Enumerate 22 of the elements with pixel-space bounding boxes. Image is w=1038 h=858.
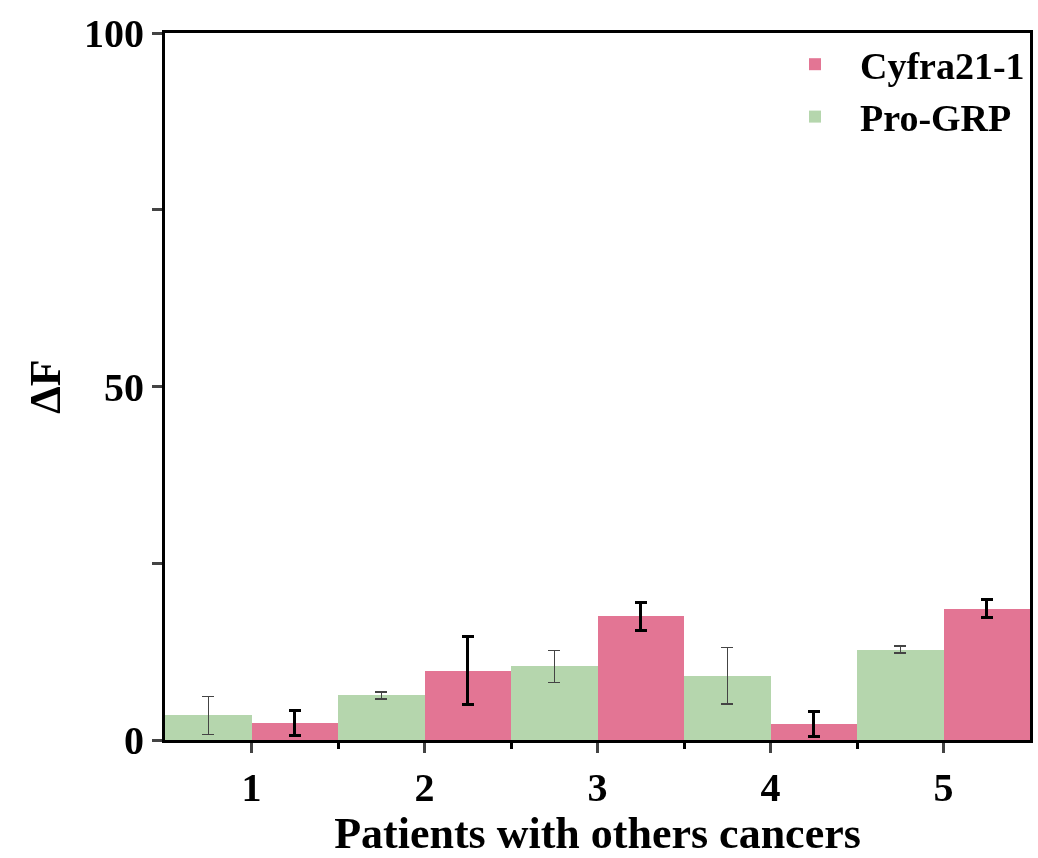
legend-label: Cyfra21-1: [860, 45, 1025, 88]
bar: [857, 650, 944, 740]
x-tick-label: 1: [241, 765, 262, 810]
y-tick-label: 0: [124, 718, 144, 763]
bar: [252, 723, 338, 740]
bar: [944, 609, 1030, 740]
y-tick-label: 100: [84, 11, 144, 56]
bar: [338, 695, 425, 740]
x-axis-title: Patients with others cancers: [334, 809, 861, 858]
x-tick-label: 4: [760, 765, 781, 810]
x-tick-label: 2: [414, 765, 435, 810]
x-tick-label: 3: [587, 765, 608, 810]
bar: [771, 724, 857, 740]
bar: [511, 666, 598, 740]
x-tick-label: 5: [933, 765, 954, 810]
bar: [684, 676, 771, 740]
bar: [598, 616, 684, 740]
bar: [165, 715, 252, 740]
legend-label: Pro-GRP: [860, 97, 1012, 140]
y-axis-title: ΔF: [21, 359, 71, 414]
y-tick-label: 50: [104, 364, 144, 410]
bar: [425, 671, 511, 740]
